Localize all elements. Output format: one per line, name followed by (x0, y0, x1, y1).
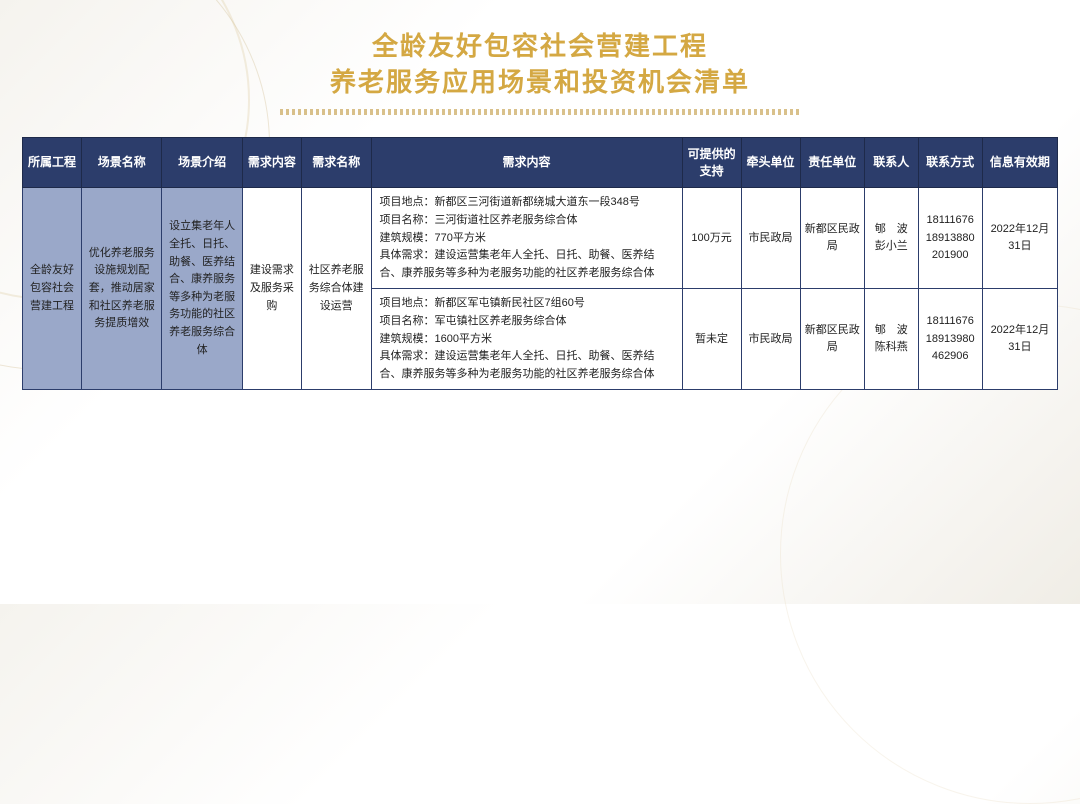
cell-phone: 18111676 18913880 201900 (918, 188, 982, 289)
col-lead-unit: 牵头单位 (741, 137, 800, 188)
col-req-type: 需求内容 (242, 137, 301, 188)
col-req-content: 需求内容 (371, 137, 682, 188)
title-line1: 全龄友好包容社会营建工程 (0, 28, 1080, 64)
cell-resp: 新都区民政局 (800, 188, 864, 289)
col-scene-intro: 场景介绍 (162, 137, 242, 188)
investment-table: 所属工程 场景名称 场景介绍 需求内容 需求名称 需求内容 可提供的支持 牵头单… (22, 137, 1058, 391)
cell-resp: 新都区民政局 (800, 289, 864, 390)
table-container: 所属工程 场景名称 场景介绍 需求内容 需求名称 需求内容 可提供的支持 牵头单… (0, 127, 1080, 391)
col-scene-name: 场景名称 (81, 137, 161, 188)
title-line2: 养老服务应用场景和投资机会清单 (0, 64, 1080, 100)
cell-valid: 2022年12月31日 (982, 188, 1057, 289)
cell-valid: 2022年12月31日 (982, 289, 1057, 390)
col-phone: 联系方式 (918, 137, 982, 188)
cell-scene-name: 优化养老服务设施规划配套，推动居家和社区养老服务提质增效 (81, 188, 161, 390)
cell-lead: 市民政局 (741, 188, 800, 289)
col-resp-unit: 责任单位 (800, 137, 864, 188)
cell-phone: 18111676 18913980 462906 (918, 289, 982, 390)
cell-contact: 郇 波 陈科燕 (864, 289, 918, 390)
cell-support: 100万元 (682, 188, 741, 289)
cell-scene-intro: 设立集老年人全托、日托、助餐、医养结合、康养服务等多种为老服务功能的社区养老服务… (162, 188, 242, 390)
page-title-block: 全龄友好包容社会营建工程 养老服务应用场景和投资机会清单 (0, 0, 1080, 127)
header-row: 所属工程 场景名称 场景介绍 需求内容 需求名称 需求内容 可提供的支持 牵头单… (23, 137, 1058, 188)
cell-support: 暂未定 (682, 289, 741, 390)
col-project: 所属工程 (23, 137, 82, 188)
col-valid: 信息有效期 (982, 137, 1057, 188)
table-row: 全龄友好包容社会营建工程 优化养老服务设施规划配套，推动居家和社区养老服务提质增… (23, 188, 1058, 289)
col-support: 可提供的支持 (682, 137, 741, 188)
cell-req-type: 建设需求及服务采购 (242, 188, 301, 390)
cell-contact: 郇 波 彭小兰 (864, 188, 918, 289)
cell-req-content: 项目地点：新都区军屯镇新民社区7组60号项目名称：军屯镇社区养老服务综合体建筑规… (371, 289, 682, 390)
col-contact: 联系人 (864, 137, 918, 188)
cell-lead: 市民政局 (741, 289, 800, 390)
title-underline (280, 109, 800, 115)
cell-req-content: 项目地点：新都区三河街道新都绕城大道东一段348号项目名称：三河街道社区养老服务… (371, 188, 682, 289)
cell-req-name: 社区养老服务综合体建设运营 (301, 188, 371, 390)
cell-project: 全龄友好包容社会营建工程 (23, 188, 82, 390)
col-req-name: 需求名称 (301, 137, 371, 188)
